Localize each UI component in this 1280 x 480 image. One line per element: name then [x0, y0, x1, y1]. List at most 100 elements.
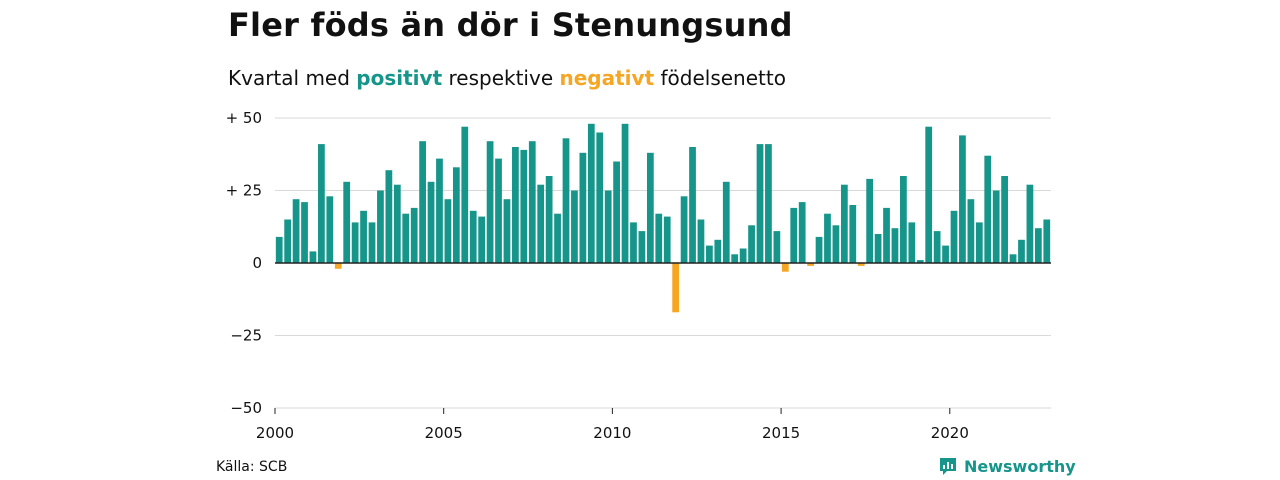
- bar-positive: [731, 254, 739, 263]
- bar-negative: [781, 263, 789, 272]
- bar-positive: [427, 181, 435, 263]
- x-tick-label: 2005: [425, 424, 463, 442]
- subtitle-middle: respektive: [448, 66, 554, 90]
- bar-positive: [436, 158, 443, 263]
- bar-positive: [587, 123, 595, 263]
- bar-negative: [334, 263, 342, 269]
- y-tick-label: + 50: [226, 109, 262, 127]
- subtitle-positive-word: positivt: [356, 66, 443, 90]
- bar-negative: [857, 263, 865, 266]
- bar-positive: [275, 236, 283, 263]
- bar-positive: [1043, 219, 1051, 263]
- bar-positive: [292, 199, 300, 263]
- bar-positive: [866, 178, 874, 263]
- bar-positive: [942, 245, 949, 263]
- bar-positive: [318, 144, 325, 263]
- bar-positive: [512, 147, 519, 263]
- bar-positive: [790, 207, 798, 263]
- bar-positive: [571, 190, 578, 263]
- brand-name: Newsworthy: [964, 456, 1076, 476]
- x-tick-label: 2010: [593, 424, 631, 442]
- bars: [275, 123, 1051, 313]
- bar-positive: [798, 202, 806, 263]
- gridlines: [275, 117, 1051, 409]
- bar-positive: [916, 260, 924, 263]
- bar-positive: [832, 225, 840, 263]
- bar-positive: [908, 222, 916, 263]
- bar-positive: [765, 144, 772, 263]
- bar-positive: [621, 123, 629, 263]
- bar-positive: [444, 199, 452, 263]
- bar-positive: [478, 216, 486, 263]
- x-tick-label: 2020: [931, 424, 969, 442]
- bar-positive: [722, 181, 730, 263]
- bar-positive: [689, 147, 696, 263]
- bar-positive: [461, 126, 469, 263]
- chart-subtitle: Kvartal med positivt respektive negativt…: [228, 66, 786, 90]
- bar-positive: [714, 239, 722, 263]
- bar-positive: [393, 184, 401, 263]
- bar-positive: [655, 213, 663, 263]
- bar-positive: [824, 213, 831, 263]
- bar-positive: [891, 228, 899, 263]
- y-axis-tick-labels: + 50 + 25 0 −25 −50: [226, 109, 262, 417]
- bar-positive: [756, 144, 764, 263]
- bar-positive: [984, 155, 992, 263]
- bar-positive: [933, 231, 941, 263]
- bar-negative: [672, 263, 680, 313]
- chart-title: Fler föds än dör i Stenungsund: [228, 6, 793, 44]
- bar-positive: [773, 231, 781, 263]
- bar-positive: [385, 170, 393, 263]
- newsworthy-logo-icon: [940, 458, 956, 475]
- bar-positive: [706, 245, 713, 263]
- x-axis-tick-labels: 2000 2005 2010 2015 2020: [256, 408, 969, 442]
- bar-positive: [419, 141, 426, 263]
- bar-positive: [1018, 239, 1025, 263]
- bar-positive: [748, 225, 755, 263]
- bar-positive: [284, 219, 292, 263]
- source-note: Källa: SCB: [216, 459, 288, 475]
- bar-positive: [343, 181, 351, 263]
- bar-positive: [1001, 176, 1008, 263]
- bar-positive: [1026, 184, 1034, 263]
- bar-positive: [967, 199, 975, 263]
- bar-positive: [613, 161, 620, 263]
- y-tick-label: −50: [230, 399, 262, 417]
- brand-logo[interactable]: Newsworthy: [938, 456, 1076, 476]
- bar-positive: [545, 176, 553, 263]
- bar-positive: [486, 141, 494, 263]
- bar-positive: [950, 210, 958, 263]
- bar-positive: [579, 152, 587, 263]
- bar-positive: [1009, 254, 1017, 263]
- bar-positive: [604, 190, 612, 263]
- bar-positive: [638, 231, 646, 263]
- bar-positive: [520, 149, 528, 263]
- bar-positive: [925, 126, 933, 263]
- bar-positive: [360, 210, 367, 263]
- bar-positive: [377, 190, 384, 263]
- bar-positive: [410, 207, 418, 263]
- bar-positive: [596, 132, 604, 263]
- subtitle-prefix: Kvartal med: [228, 66, 350, 90]
- bar-positive: [663, 216, 671, 263]
- bar-negative: [807, 263, 814, 266]
- bar-positive: [680, 196, 688, 263]
- bar-positive: [900, 176, 907, 263]
- bar-positive: [959, 135, 966, 263]
- bar-positive: [874, 234, 882, 263]
- bar-positive: [883, 207, 890, 263]
- bar-positive: [630, 222, 637, 263]
- bar-positive: [301, 202, 308, 263]
- bar-positive: [402, 213, 410, 263]
- bar-positive: [815, 236, 823, 263]
- bar-positive: [849, 205, 857, 263]
- bar-positive: [309, 251, 317, 263]
- bar-positive: [351, 222, 359, 263]
- bar-positive: [975, 222, 983, 263]
- bar-positive: [697, 219, 705, 263]
- bar-positive: [1034, 228, 1042, 263]
- bar-positive: [840, 184, 848, 263]
- bar-positive: [368, 222, 376, 263]
- y-tick-label: + 25: [226, 182, 262, 200]
